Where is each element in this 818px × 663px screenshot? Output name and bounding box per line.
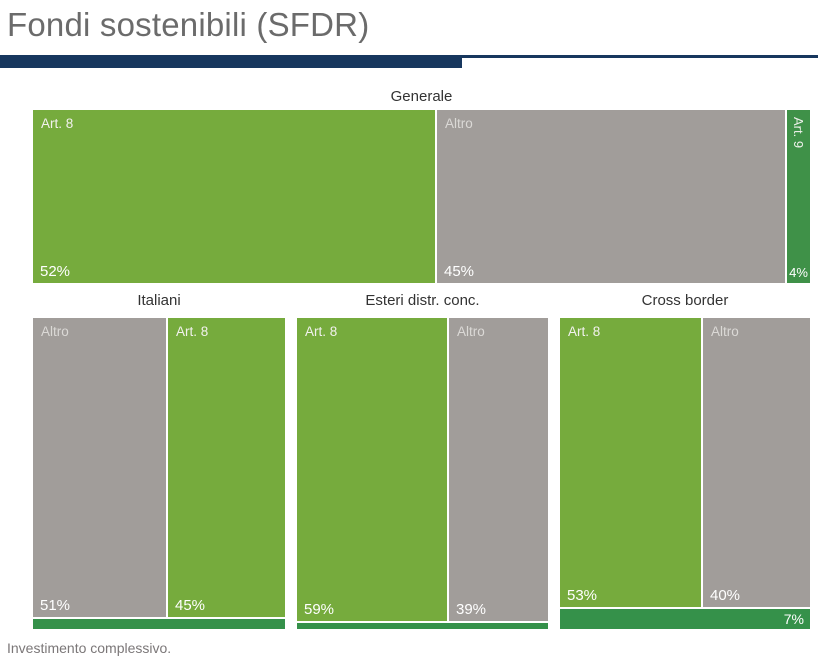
segment-label-vertical: Art. 9 xyxy=(791,117,806,149)
header-accent-line xyxy=(462,55,818,58)
segment-esteri-art8: Art. 8 59% xyxy=(297,318,447,621)
chart-cross-border: Art. 8 53% Altro 40% 7% xyxy=(560,318,810,629)
chart-title-italiani: Italiani xyxy=(137,292,181,309)
chart-italiani: Altro 51% Art. 8 45% xyxy=(33,318,285,629)
chart-title-generale: Generale xyxy=(390,88,453,105)
segment-esteri-art9-bar xyxy=(297,623,548,629)
segment-label: Art. 8 xyxy=(305,324,338,339)
chart-esteri: Art. 8 59% Altro 39% xyxy=(297,318,548,629)
segment-label: Altro xyxy=(41,324,69,339)
segment-italiani-art8: Art. 8 45% xyxy=(168,318,285,617)
segment-value: 51% xyxy=(40,597,71,614)
footnote: Investimento complessivo. xyxy=(7,640,172,656)
segment-label: Art. 8 xyxy=(568,324,601,339)
chart-generale: Art. 8 52% Altro 45% Art. 9 4% xyxy=(33,110,810,283)
segment-value: 59% xyxy=(304,601,335,618)
segment-italiani-altro: Altro 51% xyxy=(33,318,166,617)
segment-value: 53% xyxy=(567,587,598,604)
header-accent-bar xyxy=(0,55,462,68)
segment-value: 52% xyxy=(40,263,71,280)
segment-label: Altro xyxy=(457,324,485,339)
chart-title-cross-border: Cross border xyxy=(641,292,729,309)
segment-value: 45% xyxy=(444,263,475,280)
segment-cross-art8: Art. 8 53% xyxy=(560,318,701,607)
segment-italiani-art9-bar xyxy=(33,619,285,629)
segment-cross-altro: Altro 40% xyxy=(703,318,810,607)
segment-value: 45% xyxy=(175,597,206,614)
segment-label: Art. 8 xyxy=(41,116,74,131)
segment-value: 4% xyxy=(789,265,808,280)
segment-generale-altro: Altro 45% xyxy=(437,110,785,283)
segment-value: 40% xyxy=(710,587,741,604)
segment-value: 7% xyxy=(783,611,804,627)
segment-cross-art9-bar: 7% xyxy=(560,609,810,629)
segment-label: Altro xyxy=(445,116,473,131)
chart-title-esteri: Esteri distr. conc. xyxy=(365,292,480,309)
segment-value: 39% xyxy=(456,601,487,618)
page-title: Fondi sostenibili (SFDR) xyxy=(7,6,370,43)
segment-generale-art8: Art. 8 52% xyxy=(33,110,435,283)
segment-esteri-altro: Altro 39% xyxy=(449,318,548,621)
segment-label: Altro xyxy=(711,324,739,339)
segment-generale-art9: Art. 9 4% xyxy=(787,110,810,283)
segment-label: Art. 8 xyxy=(176,324,209,339)
